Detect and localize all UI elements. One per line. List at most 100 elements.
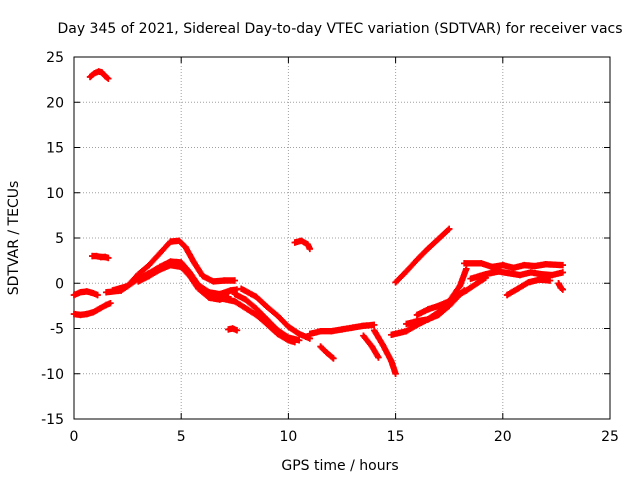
data-point: [388, 331, 395, 339]
series-early-spike: [86, 68, 112, 82]
data-point: [403, 268, 410, 275]
marker-plus-set: [392, 225, 453, 286]
axis-layer: 0 5 10 15 20 25 -15 -10 -5 0 5 10 15 20 25: [41, 50, 619, 445]
data-point: [559, 261, 567, 269]
series-plateau-upper: [461, 260, 567, 272]
data-point: [186, 272, 193, 280]
y-tick-label: 5: [55, 231, 64, 247]
data-point: [452, 293, 459, 301]
data-point: [559, 286, 567, 293]
data-point: [156, 266, 163, 273]
data-point: [156, 250, 163, 257]
data-point: [145, 272, 153, 280]
y-axis-label: SDTVAR / TECUs: [6, 181, 22, 296]
y-tick-label: 0: [55, 276, 64, 292]
data-point: [91, 70, 98, 77]
data-point: [117, 287, 125, 294]
data-point: [175, 237, 183, 244]
data-point: [379, 341, 386, 348]
x-axis-label: GPS time / hours: [281, 458, 398, 474]
data-point: [467, 275, 474, 282]
data-point: [463, 287, 470, 294]
data-point: [178, 263, 185, 271]
data-point: [461, 260, 468, 267]
data-point: [435, 302, 442, 310]
series-early-dash: [89, 252, 112, 262]
data-point: [536, 276, 543, 283]
series-trough-flat: [306, 321, 378, 338]
data-point: [514, 285, 522, 292]
y-tick-label: 10: [46, 186, 64, 202]
data-point: [225, 326, 232, 333]
data-point: [403, 320, 410, 328]
x-tick-label: 0: [70, 429, 79, 445]
data-point: [542, 261, 549, 268]
data-point: [531, 262, 539, 270]
data-point: [424, 306, 431, 313]
series-dip-b: [231, 290, 303, 344]
data-point: [231, 290, 238, 298]
data-point: [90, 309, 97, 316]
data-point: [499, 261, 506, 269]
series-trough-low: [317, 343, 337, 362]
data-point: [107, 299, 114, 307]
data-point: [516, 271, 524, 279]
data-point: [388, 357, 395, 365]
data-point: [306, 245, 314, 253]
data-point: [229, 325, 236, 332]
data-point: [101, 253, 109, 261]
series-morning-mid: [70, 288, 101, 299]
data-point: [456, 282, 464, 290]
data-point: [195, 284, 202, 291]
data-point: [105, 254, 112, 262]
data-point: [70, 310, 78, 318]
data-point: [435, 311, 442, 319]
data-point: [263, 303, 271, 310]
data-point: [263, 316, 271, 323]
data-point: [274, 327, 281, 334]
data-point: [231, 277, 238, 284]
x-tick-label: 25: [601, 429, 619, 445]
data-point: [317, 343, 324, 350]
data-point: [478, 260, 485, 267]
data-point: [238, 285, 245, 292]
data-point: [392, 279, 399, 286]
data-point: [102, 301, 110, 309]
data-point: [231, 298, 238, 305]
data-point: [167, 238, 174, 245]
data-point: [101, 72, 109, 80]
x-tick-label: 10: [279, 429, 297, 445]
data-point: [424, 245, 431, 253]
chart-title: Day 345 of 2021, Sidereal Day-to-day VTE…: [57, 21, 622, 37]
y-tick-label: -5: [50, 322, 64, 338]
data-point: [330, 355, 337, 362]
data-point: [298, 237, 305, 244]
data-point: [370, 327, 378, 334]
data-point: [304, 241, 311, 248]
data-point: [233, 327, 241, 334]
data-point: [96, 305, 103, 312]
data-point: [83, 288, 91, 295]
data-point: [413, 256, 421, 263]
series-small-blob: [225, 325, 241, 334]
series-trough-fall: [360, 332, 382, 361]
data-point: [503, 291, 511, 299]
y-tick-label: 25: [46, 50, 64, 66]
data-point: [323, 349, 331, 357]
data-point: [83, 310, 91, 318]
series-plateau-tail: [555, 280, 567, 293]
data-point: [98, 69, 106, 76]
data-layer: [70, 68, 567, 377]
data-point: [368, 343, 376, 350]
data-point: [463, 265, 470, 272]
data-point: [435, 235, 442, 243]
data-point: [527, 269, 534, 276]
data-point: [253, 293, 260, 301]
data-point: [521, 261, 528, 269]
data-point: [403, 328, 410, 335]
marker-plus-set: [70, 300, 114, 319]
data-point: [253, 305, 260, 312]
data-point: [285, 334, 292, 341]
data-point: [210, 278, 217, 285]
